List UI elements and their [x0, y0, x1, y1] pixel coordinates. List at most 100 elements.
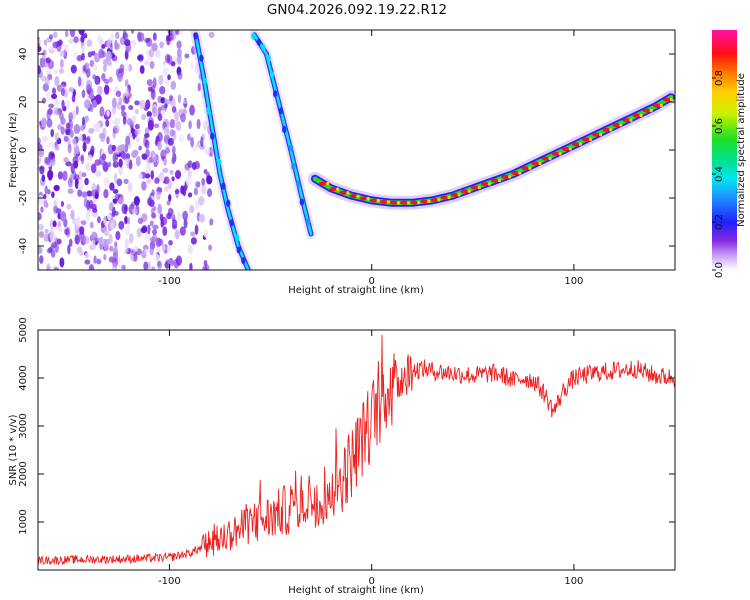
noise-blob [89, 104, 94, 113]
noise-blob [157, 113, 163, 122]
noise-blob [121, 264, 126, 270]
noise-blob [67, 188, 74, 194]
trace-blob [272, 90, 278, 98]
tone-peak [571, 142, 580, 147]
tone-peak-edge [669, 98, 674, 102]
noise-blob [81, 89, 86, 99]
tone-peak-edge [538, 161, 542, 166]
y-tick-label: 40 [18, 48, 29, 61]
noise-blob [105, 119, 110, 127]
noise-blob [145, 148, 150, 158]
noise-blob [41, 51, 46, 62]
noise-blob [188, 120, 192, 130]
noise-blob [79, 250, 84, 257]
noise-blob [177, 72, 183, 80]
noise-blob [156, 260, 161, 268]
noise-blob [80, 220, 87, 226]
noise-blob [208, 244, 212, 251]
noise-blob [114, 241, 118, 248]
noise-blob [131, 151, 138, 158]
colorbar-ticks: 0.0 0.2 0.4 0.6 0.8 [712, 70, 725, 278]
noise-blob [152, 206, 157, 211]
noise-blob [111, 97, 117, 109]
noise-blob [64, 228, 70, 236]
noise-blob [63, 157, 69, 163]
noise-blob [112, 152, 117, 163]
tone-peak-edge [326, 182, 330, 186]
tone-peak-edge [528, 166, 532, 170]
tone-peak [652, 103, 661, 108]
tone-peak [501, 174, 510, 179]
noise-blob [149, 236, 156, 242]
noise-blob [171, 176, 175, 182]
noise-blob [38, 148, 45, 158]
noise-blob [73, 123, 81, 135]
tone-peak [642, 108, 651, 113]
noise-blob [59, 257, 65, 268]
tone-peak [592, 132, 601, 137]
noise-blob [48, 246, 53, 254]
noise-blob [146, 111, 152, 118]
noise-blob [157, 203, 162, 215]
noise-blob [191, 162, 197, 171]
trace-blob [256, 38, 262, 46]
noise-blob [84, 177, 89, 186]
noise-blob [59, 50, 65, 57]
noise-blob [97, 216, 101, 224]
noise-blob [162, 66, 169, 77]
noise-blob [161, 243, 166, 252]
noise-blob [88, 199, 94, 209]
colorbar-scale [712, 30, 737, 270]
noise-blob [147, 260, 151, 270]
noise-blob [112, 247, 119, 257]
noise-blob [44, 185, 48, 195]
spectrogram-y-ticks: -40 -20 0 20 40 [18, 48, 675, 254]
noise-blob [163, 126, 170, 136]
noise-blob [138, 145, 142, 151]
noise-blob [91, 189, 96, 197]
noise-blob [83, 235, 90, 245]
noise-blob [171, 157, 176, 165]
noise-blob [176, 40, 182, 49]
noise-blob [43, 39, 48, 46]
noise-blob [118, 164, 123, 176]
noise-blob [124, 79, 129, 88]
noise-blob [157, 131, 163, 142]
noise-blob [135, 155, 141, 167]
noise-blob [103, 188, 109, 199]
tone-peak [622, 118, 631, 123]
noise-blob [204, 147, 211, 156]
noise-blob [120, 150, 126, 159]
trace-blob [305, 218, 311, 226]
noise-blob [133, 196, 140, 206]
noise-blob [201, 177, 206, 186]
noise-blob [109, 182, 115, 191]
noise-blob [101, 44, 106, 49]
noise-blob [167, 207, 173, 217]
trace-blob [226, 199, 231, 207]
noise-blob [46, 266, 51, 270]
colorbar-tick-label: 0.4 [714, 166, 725, 182]
noise-blob [179, 226, 186, 236]
noise-blob [96, 184, 100, 195]
tone-peak [339, 190, 348, 195]
noise-blob [46, 118, 53, 128]
noise-blob [48, 34, 54, 40]
noise-blob [47, 169, 54, 180]
noise-blob [88, 127, 95, 134]
noise-blob [137, 55, 144, 61]
tone-peak-edge [396, 201, 401, 205]
noise-blob [51, 93, 58, 100]
noise-blob [106, 110, 110, 117]
noise-blob [53, 109, 60, 116]
tone-peak-edge [356, 194, 360, 198]
tone-peak-edge [366, 196, 370, 201]
snr-x-axis-label: Height of straight line (km) [288, 585, 424, 596]
noise-blob [99, 133, 106, 142]
noise-blob [38, 143, 42, 151]
colorbar-tick-label: 0.2 [714, 214, 725, 230]
noise-blob [65, 161, 72, 167]
snr-y-axis-label: SNR (10 * v/v) [8, 414, 19, 485]
noise-blob [184, 162, 191, 171]
